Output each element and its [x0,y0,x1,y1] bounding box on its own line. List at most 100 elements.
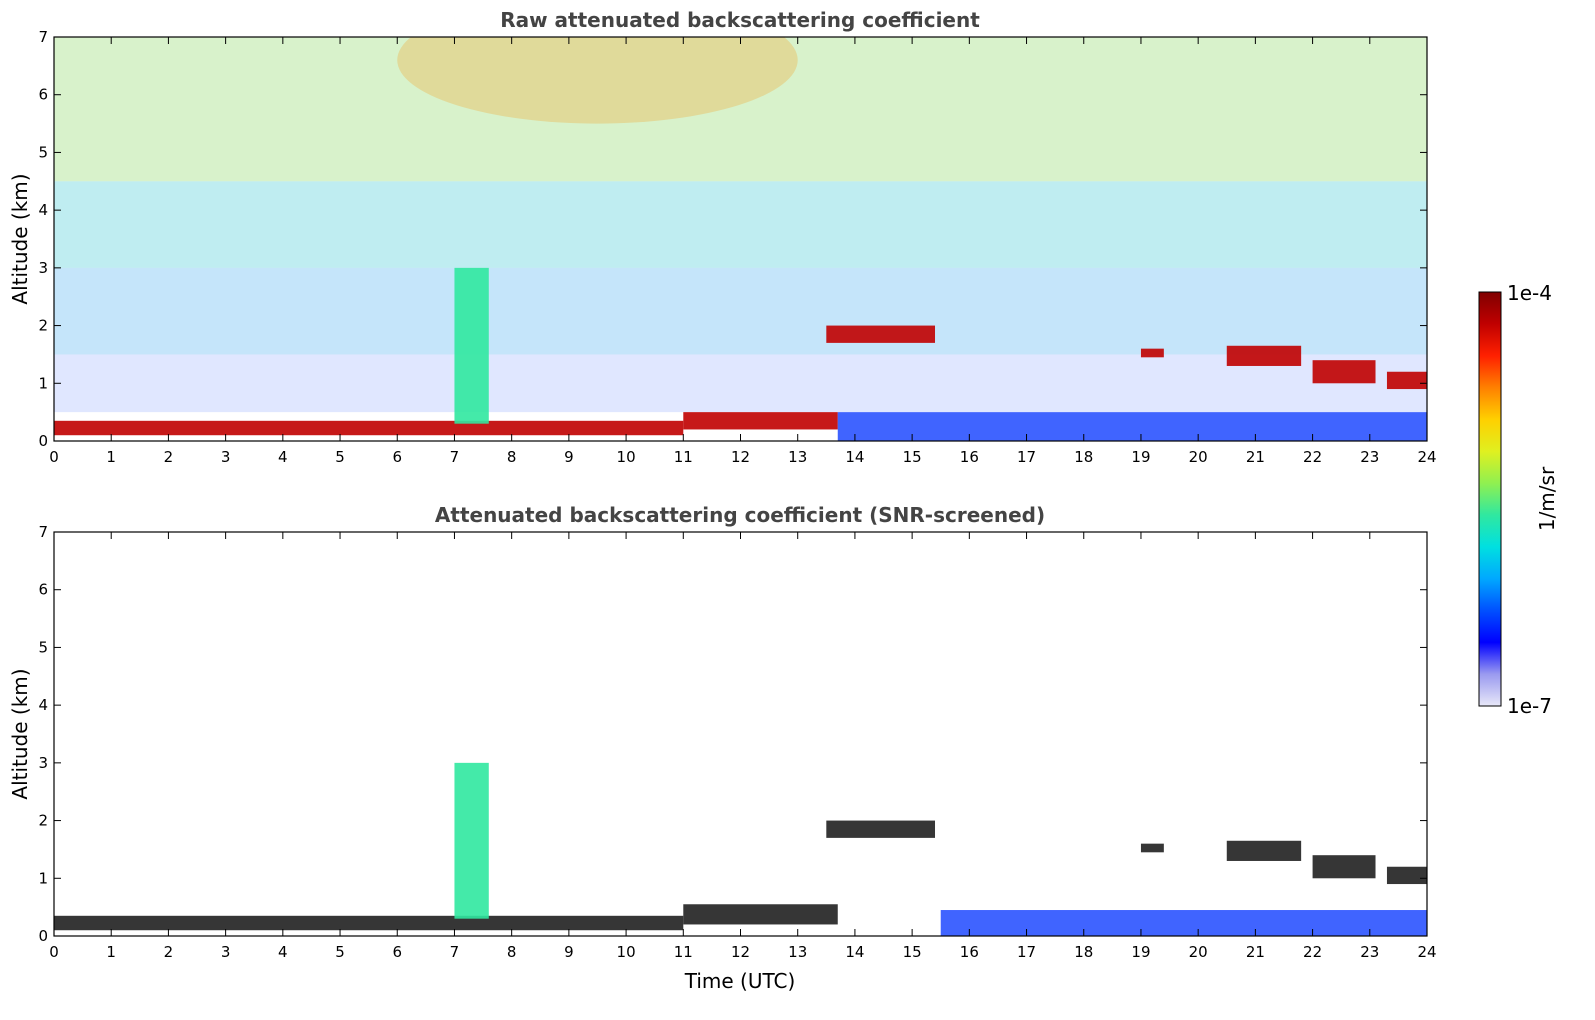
x-tick-label-raw-7: 7 [450,448,460,466]
feature-screened-0 [54,915,684,931]
x-tick-label-raw-4: 4 [278,448,288,466]
feature-screened-7 [454,762,489,919]
panel-raw-x-axis: 0 1 2 3 4 5 6 7 8 9 10 11 12 13 14 15 16 17 18 19 20 21 22 23 24 [49,37,1437,466]
x-tick-label-screened-1: 1 [106,943,116,961]
x-tick-label-raw-1: 1 [106,448,116,466]
x-tick-label-raw-20: 20 [1189,448,1208,466]
feature-raw-5 [1312,360,1376,384]
x-tick-label-screened-7: 7 [450,943,460,961]
x-tick-label-raw-21: 21 [1246,448,1265,466]
y-tick-label-raw-5: 5 [38,143,48,161]
panel-raw-title: Raw attenuated backscattering coefficien… [500,8,980,32]
feature-screened-8 [940,910,1427,936]
y-tick-label-raw-7: 7 [38,28,48,46]
feature-raw-6 [1386,371,1427,390]
panel-raw-y-axis: 0 1 2 3 4 5 6 7 [38,28,1427,450]
x-tick-label-raw-13: 13 [788,448,807,466]
colorbar-unit-label: 1/m/sr [1535,466,1559,531]
y-tick-label-screened-2: 2 [38,812,48,830]
y-tick-label-screened-7: 7 [38,523,48,541]
x-tick-label-screened-0: 0 [49,943,59,961]
x-tick-label-raw-11: 11 [674,448,693,466]
feature-raw-4 [1226,345,1302,366]
feature-screened-4 [1226,840,1302,861]
colorbar-max-label: 1e-4 [1507,281,1552,305]
y-tick-label-raw-1: 1 [38,374,48,392]
y-tick-label-raw-2: 2 [38,317,48,335]
x-tick-label-screened-18: 18 [1074,943,1093,961]
x-tick-label-raw-24: 24 [1417,448,1436,466]
feature-screened-1 [683,904,838,925]
feature-raw-8 [837,412,1427,441]
x-tick-label-screened-8: 8 [507,943,517,961]
x-tick-label-raw-23: 23 [1360,448,1379,466]
y-tick-label-screened-1: 1 [38,869,48,887]
x-tick-label-raw-18: 18 [1074,448,1093,466]
feature-raw-7 [454,267,489,424]
x-tick-label-screened-24: 24 [1417,943,1436,961]
panel-raw-plot-area [54,37,1427,441]
background-band-3 [54,354,1427,413]
y-tick-label-raw-3: 3 [38,259,48,277]
feature-screened-6 [1386,866,1427,885]
x-tick-label-screened-16: 16 [960,943,979,961]
x-tick-label-raw-10: 10 [617,448,636,466]
panel-raw: Raw attenuated backscattering coefficien… [8,8,1437,466]
x-tick-label-screened-5: 5 [335,943,345,961]
panel-screened-plot-area [54,762,1427,936]
x-tick-label-raw-16: 16 [960,448,979,466]
panel-screened: Attenuated backscattering coefficient (S… [8,503,1437,993]
x-tick-label-screened-11: 11 [674,943,693,961]
y-tick-label-screened-3: 3 [38,754,48,772]
x-tick-label-screened-6: 6 [392,943,402,961]
x-tick-label-screened-12: 12 [731,943,750,961]
background-warm-patch [397,37,798,124]
colorbar-min-label: 1e-7 [1507,694,1552,718]
x-tick-label-raw-22: 22 [1303,448,1322,466]
y-tick-label-screened-5: 5 [38,638,48,656]
background-band-0 [54,37,1427,182]
feature-screened-2 [826,820,936,838]
x-tick-label-raw-3: 3 [221,448,231,466]
colorbar: 1e-4 1e-7 1/m/sr [1478,281,1559,718]
background-band-1 [54,181,1427,268]
x-tick-label-raw-19: 19 [1131,448,1150,466]
panel-screened-title: Attenuated backscattering coefficient (S… [435,503,1045,527]
x-tick-label-raw-15: 15 [903,448,922,466]
x-tick-label-screened-22: 22 [1303,943,1322,961]
x-tick-label-raw-8: 8 [507,448,517,466]
x-tick-label-raw-14: 14 [845,448,864,466]
panel-screened-frame [53,531,1428,937]
feature-screened-3 [1140,843,1164,853]
x-tick-label-screened-17: 17 [1017,943,1036,961]
x-tick-label-raw-2: 2 [164,448,174,466]
y-tick-label-raw-0: 0 [38,432,48,450]
x-tick-label-screened-14: 14 [845,943,864,961]
y-tick-label-screened-0: 0 [38,927,48,945]
feature-raw-0 [54,420,684,436]
x-tick-label-raw-17: 17 [1017,448,1036,466]
x-tick-label-raw-5: 5 [335,448,345,466]
x-tick-label-screened-2: 2 [164,943,174,961]
x-tick-label-screened-10: 10 [617,943,636,961]
x-tick-label-raw-12: 12 [731,448,750,466]
x-tick-label-screened-9: 9 [564,943,574,961]
feature-raw-2 [826,325,936,343]
panel-screened-y-label: Altitude (km) [8,668,32,799]
y-tick-label-raw-6: 6 [38,86,48,104]
y-tick-label-screened-4: 4 [38,696,48,714]
panel-raw-y-label: Altitude (km) [8,173,32,304]
colorbar-bar [1478,291,1502,707]
x-tick-label-screened-4: 4 [278,943,288,961]
feature-screened-5 [1312,855,1376,879]
feature-raw-3 [1140,348,1164,358]
x-tick-label-screened-13: 13 [788,943,807,961]
panel-screened-x-axis: 0 1 2 3 4 5 6 7 8 9 10 11 12 13 14 15 16 17 18 19 20 21 22 23 24 [49,532,1437,961]
x-tick-label-raw-0: 0 [49,448,59,466]
y-tick-label-screened-6: 6 [38,581,48,599]
x-tick-label-raw-9: 9 [564,448,574,466]
x-tick-label-screened-20: 20 [1189,943,1208,961]
panel-screened-x-label: Time (UTC) [684,969,796,993]
x-tick-label-raw-6: 6 [392,448,402,466]
